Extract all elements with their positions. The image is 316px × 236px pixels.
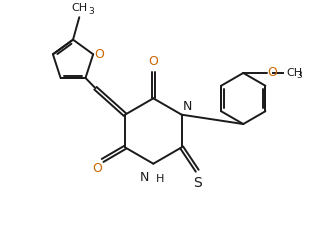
Text: O: O	[149, 55, 158, 68]
Text: H: H	[155, 174, 164, 184]
Text: 3: 3	[296, 71, 302, 80]
Text: S: S	[193, 176, 202, 190]
Text: O: O	[94, 48, 104, 61]
Text: O: O	[92, 162, 102, 175]
Text: 3: 3	[88, 7, 94, 16]
Text: N: N	[140, 171, 149, 184]
Text: CH: CH	[71, 3, 87, 13]
Text: N: N	[183, 100, 192, 113]
Text: CH: CH	[286, 68, 302, 78]
Text: O: O	[267, 66, 277, 79]
